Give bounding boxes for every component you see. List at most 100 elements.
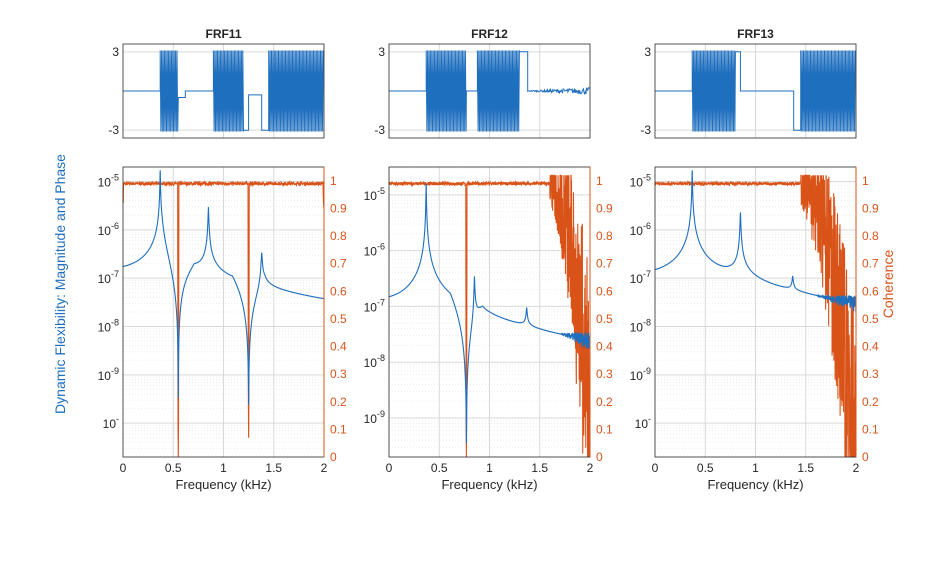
magnitude-y-tick-label: 10-8 (364, 353, 385, 370)
frf-panel-3: FRF13 3 -3 10-5 10-6 10-7 10-8 10-9 10- 1 0.9 0.8 0.… (630, 27, 879, 492)
coherence-y-tick-label: 0.6 (862, 284, 879, 298)
magnitude-axes: 10-5 10-6 10-7 10-8 10-9 1 0.9 0.8 0.7 0.6 0.5 0.4 0… (364, 166, 613, 492)
coherence-series-line (122, 179, 325, 458)
x-tick-label: 1 (486, 461, 493, 475)
phase-axes-box (654, 43, 857, 139)
magnitude-y-tick-label: 10-7 (98, 269, 119, 286)
magnitude-y-tick-label: 10-8 (98, 318, 119, 335)
coherence-y-tick-label: 0.1 (330, 422, 347, 436)
phase-y-tick-label: -3 (374, 123, 385, 137)
phase-y-tick-label: -3 (108, 123, 119, 137)
coherence-y-tick-label: 1 (596, 174, 603, 188)
coherence-series-line (388, 174, 591, 458)
coherence-series-line (654, 174, 857, 458)
magnitude-y-tick-label: 10-9 (98, 366, 119, 383)
coherence-y-tick-label: 0 (862, 450, 869, 464)
coherence-y-tick-label: 0.9 (330, 201, 347, 215)
coherence-y-tick-label: 0.6 (330, 284, 347, 298)
coherence-y-tick-label: 1 (862, 174, 869, 188)
magnitude-y-tick-label: 10-5 (98, 173, 119, 190)
coherence-y-tick-label: 0.4 (862, 340, 879, 354)
coherence-y-tick-label: 0.5 (596, 312, 613, 326)
x-axis-label: Frequency (kHz) (441, 477, 537, 492)
phase-series-line (655, 50, 856, 132)
magnitude-axes: 10-5 10-6 10-7 10-8 10-9 10- 1 0.9 0.8 0.7 0.6 0.5 0… (630, 166, 879, 492)
x-tick-label: 0.5 (431, 461, 448, 475)
coherence-y-tick-label: 0.1 (862, 422, 879, 436)
magnitude-y-tick-label: 10-5 (630, 173, 651, 190)
magnitude-y-tick-label: 10-6 (630, 221, 651, 238)
magnitude-y-tick-label: 10-7 (630, 269, 651, 286)
magnitude-y-tick-label: 10-6 (98, 221, 119, 238)
x-tick-label: 2 (853, 461, 860, 475)
coherence-y-tick-label: 0.2 (596, 395, 613, 409)
x-tick-label: 0 (386, 461, 393, 475)
phase-series-line (389, 50, 590, 132)
magnitude-y-tick-label: 10-9 (364, 409, 385, 426)
x-tick-label: 0 (652, 461, 659, 475)
coherence-y-tick-label: 0.6 (596, 284, 613, 298)
coherence-y-tick-label: 0.7 (330, 257, 347, 271)
magnitude-series-line (388, 183, 591, 444)
phase-y-tick-label: 3 (112, 45, 119, 59)
right-y-axis-label: Coherence (880, 250, 896, 319)
x-tick-label: 0 (120, 461, 127, 475)
coherence-y-tick-label: 0.1 (596, 422, 613, 436)
magnitude-y-tick-label: 10-8 (630, 318, 651, 335)
x-tick-label: 0.5 (165, 461, 182, 475)
magnitude-axes: 10-5 10-6 10-7 10-8 10-9 10- 1 0.9 0.8 0.7 0.6 0.5 0… (98, 166, 347, 492)
coherence-y-tick-label: 0.4 (596, 340, 613, 354)
x-tick-label: 1 (752, 461, 759, 475)
coherence-y-tick-label: 0.8 (330, 229, 347, 243)
phase-axes: 3 -3 (640, 43, 857, 139)
coherence-y-tick-label: 0.9 (596, 201, 613, 215)
x-tick-label: 2 (321, 461, 328, 475)
coherence-y-tick-label: 0.3 (596, 367, 613, 381)
phase-y-tick-label: 3 (644, 45, 651, 59)
coherence-y-tick-label: 0.8 (596, 229, 613, 243)
x-tick-label: 1.5 (797, 461, 814, 475)
phase-axes-box (122, 43, 325, 139)
coherence-y-tick-label: 0.5 (330, 312, 347, 326)
x-tick-label: 1.5 (265, 461, 282, 475)
x-tick-label: 0.5 (697, 461, 714, 475)
coherence-y-tick-label: 0.2 (862, 395, 879, 409)
magnitude-y-tick-label: 10-6 (364, 242, 385, 259)
frf-panel-2: FRF12 3 -3 10-5 10-6 10-7 10-8 10-9 1 0.9 0.8 0.7 0.… (364, 27, 613, 492)
coherence-y-tick-label: 0.4 (330, 340, 347, 354)
chart-title: FRF12 (471, 27, 508, 41)
left-y-axis-label: Dynamic Flexibility: Magnitude and Phase (52, 154, 68, 414)
coherence-y-tick-label: 0 (596, 450, 603, 464)
frf-panel-1: FRF11 3 -3 10-5 10-6 10-7 10-8 10-9 10- 1 0.9 0.8 0.… (98, 27, 347, 492)
coherence-y-tick-label: 1 (330, 174, 337, 188)
x-tick-label: 1.5 (531, 461, 548, 475)
magnitude-series-line (122, 170, 325, 405)
magnitude-y-tick-label: 10- (103, 414, 119, 431)
phase-series-line (123, 50, 324, 132)
x-tick-label: 2 (587, 461, 594, 475)
coherence-y-tick-label: 0.9 (862, 201, 879, 215)
magnitude-y-tick-label: 10-5 (364, 186, 385, 203)
magnitude-y-tick-label: 10- (635, 414, 651, 431)
x-axis-label: Frequency (kHz) (707, 477, 803, 492)
magnitude-y-tick-label: 10-7 (364, 297, 385, 314)
coherence-y-tick-label: 0.3 (862, 367, 879, 381)
coherence-y-tick-label: 0 (330, 450, 337, 464)
coherence-y-tick-label: 0.7 (596, 257, 613, 271)
coherence-y-tick-label: 0.8 (862, 229, 879, 243)
phase-axes-box (388, 43, 591, 139)
phase-y-tick-label: -3 (640, 123, 651, 137)
magnitude-series-line (654, 170, 857, 313)
phase-axes: 3 -3 (108, 43, 325, 139)
chart-title: FRF11 (205, 27, 241, 41)
coherence-y-tick-label: 0.5 (862, 312, 879, 326)
frf-panels: FRF11 3 -3 10-5 10-6 10-7 10-8 10-9 10- 1 0.9 0.8 0.… (98, 27, 879, 492)
x-axis-label: Frequency (kHz) (175, 477, 271, 492)
coherence-y-tick-label: 0.2 (330, 395, 347, 409)
phase-axes: 3 -3 (374, 43, 591, 139)
x-tick-label: 1 (220, 461, 227, 475)
magnitude-y-tick-label: 10-9 (630, 366, 651, 383)
coherence-y-tick-label: 0.7 (862, 257, 879, 271)
coherence-y-tick-label: 0.3 (330, 367, 347, 381)
